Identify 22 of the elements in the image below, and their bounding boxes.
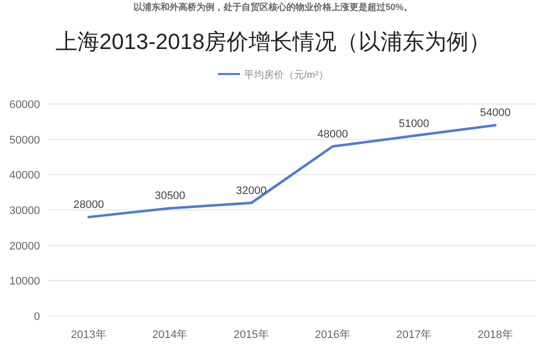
y-tick-label: 50000 (9, 134, 40, 146)
x-tick-label: 2014年 (152, 329, 188, 341)
x-tick-label: 2017年 (396, 329, 432, 341)
x-tick-label: 2013年 (70, 329, 106, 341)
legend-label: 平均房价（元/m²） (244, 69, 328, 81)
text: 以浦东和外高桥为例，处于自贸区核心的物业价格上涨更是超过50%。 (133, 2, 413, 12)
x-tick-label: 2018年 (478, 329, 514, 341)
y-tick-label: 0 (34, 311, 40, 323)
data-label: 48000 (317, 128, 348, 140)
y-tick-label: 10000 (9, 276, 40, 288)
data-label: 54000 (480, 107, 511, 120)
y-tick-label: 20000 (9, 240, 40, 252)
y-tick-label: 40000 (9, 170, 40, 182)
chart-title: 上海2013-2018房价增长情况（以浦东为例） (55, 29, 491, 54)
x-tick-label: 2015年 (234, 329, 270, 341)
data-label: 51000 (398, 118, 430, 130)
data-label: 28000 (73, 199, 104, 212)
y-tick-label: 30000 (9, 205, 40, 217)
data-label: 30500 (154, 190, 186, 202)
data-label: 32000 (236, 184, 267, 197)
y-tick-label: 60000 (9, 99, 40, 111)
x-tick-label: 2016年 (314, 329, 350, 341)
